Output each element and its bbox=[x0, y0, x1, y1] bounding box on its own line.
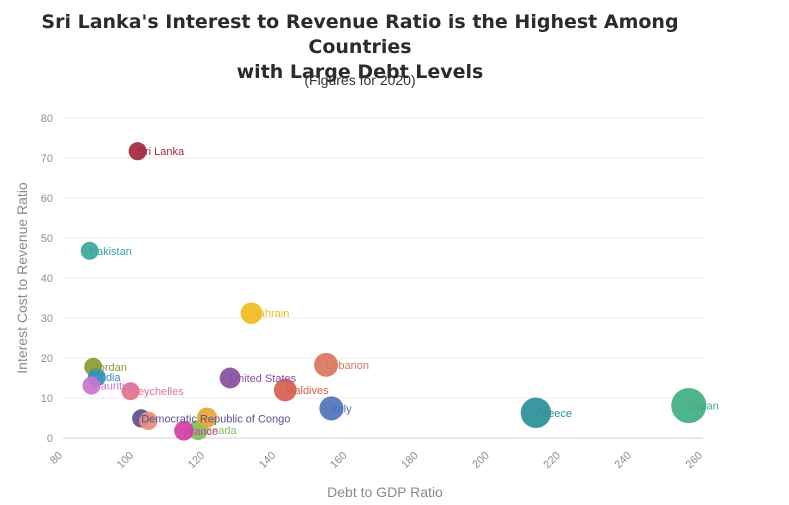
y-axis-ticks: 0 10 20 30 40 50 60 70 80 bbox=[41, 113, 53, 445]
point-label: Pakistan bbox=[90, 246, 132, 258]
x-tick-label: 260 bbox=[684, 450, 705, 471]
point-label: Greece bbox=[536, 408, 572, 420]
y-tick-label: 20 bbox=[41, 353, 53, 365]
y-axis-title: Interest Cost to Revenue Ratio bbox=[14, 182, 30, 374]
data-point bbox=[219, 367, 241, 389]
x-tick-label: 220 bbox=[541, 450, 562, 471]
data-point bbox=[174, 421, 194, 441]
x-tick-label: 120 bbox=[186, 450, 207, 471]
point-label: Seychelles bbox=[131, 386, 185, 398]
chart-title-line-2: with Large Debt Levels bbox=[236, 61, 484, 83]
y-tick-label: 60 bbox=[41, 193, 53, 205]
point-labels: Sri Lanka Pakistan Bahrain Lebanon JordanInd… bbox=[90, 146, 719, 438]
data-point bbox=[121, 382, 140, 401]
y-tick-label: 50 bbox=[41, 233, 53, 245]
point-label: Lebanon bbox=[326, 360, 369, 372]
data-point bbox=[196, 407, 218, 428]
point-label: Democratic Republic of Congo bbox=[141, 413, 290, 425]
point-label: Bahrain bbox=[251, 308, 289, 320]
point-label: Italy bbox=[331, 403, 352, 415]
x-tick-label: 200 bbox=[470, 450, 491, 471]
point-label: Mauritius bbox=[91, 381, 136, 393]
data-point bbox=[82, 376, 101, 395]
data-point bbox=[273, 378, 297, 402]
x-axis-title: Debt to GDP Ratio bbox=[327, 484, 443, 500]
chart-subtitle: (Figures for 2020) bbox=[304, 72, 416, 88]
x-axis-ticks: 80 100 120 140 160 180 200 220 240 260 bbox=[48, 450, 705, 471]
x-tick-label: 140 bbox=[257, 450, 278, 471]
point-label: Jordan bbox=[93, 362, 127, 374]
data-point bbox=[240, 302, 263, 325]
data-point bbox=[139, 411, 158, 431]
data-point bbox=[319, 396, 344, 421]
y-tick-label: 70 bbox=[41, 153, 53, 165]
x-tick-label: 100 bbox=[115, 450, 136, 471]
point-label: Japan bbox=[689, 401, 719, 413]
x-tick-label: 160 bbox=[328, 450, 349, 471]
y-tick-label: 0 bbox=[47, 433, 53, 445]
chart-title: Sri Lanka's Interest to Revenue Ratio is… bbox=[0, 10, 720, 85]
data-point bbox=[520, 397, 552, 429]
chart-title-line-1: Sri Lanka's Interest to Revenue Ratio is… bbox=[41, 11, 679, 58]
y-tick-label: 80 bbox=[41, 113, 53, 125]
y-tick-label: 10 bbox=[41, 393, 53, 405]
point-label: France bbox=[184, 426, 218, 438]
point-label: United States bbox=[230, 373, 297, 385]
y-tick-label: 40 bbox=[41, 273, 53, 285]
point-label: Maldives bbox=[285, 385, 329, 397]
data-point bbox=[128, 142, 147, 161]
point-label: Canada bbox=[198, 425, 237, 437]
grid-lines bbox=[63, 117, 703, 439]
data-point bbox=[80, 241, 99, 260]
point-label: Sri Lanka bbox=[138, 146, 185, 158]
x-tick-label: 180 bbox=[399, 450, 420, 471]
data-points bbox=[80, 142, 707, 441]
y-tick-label: 30 bbox=[41, 313, 53, 325]
point-label: India bbox=[97, 372, 122, 384]
data-point bbox=[671, 388, 707, 424]
data-point bbox=[314, 352, 339, 377]
x-tick-label: 80 bbox=[48, 450, 65, 467]
x-tick-label: 240 bbox=[613, 450, 634, 471]
